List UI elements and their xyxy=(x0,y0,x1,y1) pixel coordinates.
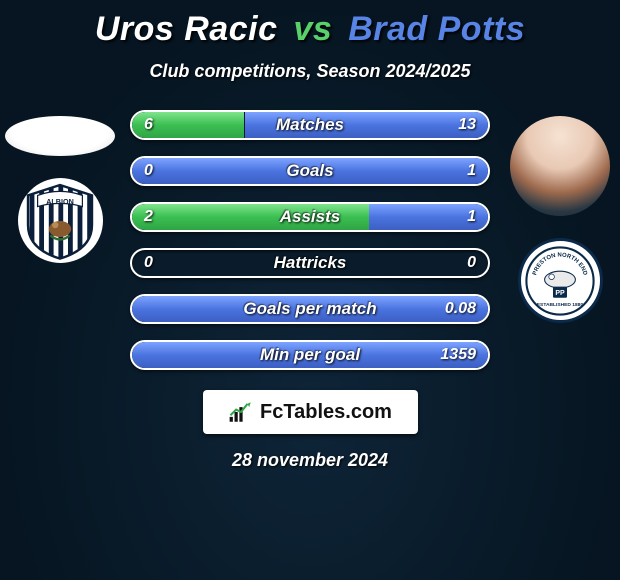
content-columns: ALBION Matches613Goals01Assists21Hattric… xyxy=(0,110,620,370)
comparison-card: Uros Racic vs Brad Potts Club competitio… xyxy=(0,0,620,580)
player-b-avatar xyxy=(510,116,610,216)
stat-label: Hattricks xyxy=(132,250,488,276)
stat-value-left: 6 xyxy=(144,112,153,138)
stat-value-left: 2 xyxy=(144,204,153,230)
stat-label: Assists xyxy=(132,204,488,230)
stat-bar: Min per goal1359 xyxy=(130,340,490,370)
left-side: ALBION xyxy=(0,110,120,370)
stat-value-left: 0 xyxy=(144,158,153,184)
stat-value-right: 13 xyxy=(458,112,476,138)
date-text: 28 november 2024 xyxy=(0,450,620,471)
page-title: Uros Racic vs Brad Potts xyxy=(0,0,620,49)
stat-value-right: 1359 xyxy=(440,342,476,368)
stat-label: Min per goal xyxy=(132,342,488,368)
stat-value-right: 0 xyxy=(467,250,476,276)
player-b-club-badge: PRESTON NORTH END PP ESTABLISHED 1880 xyxy=(518,238,603,323)
brand-badge: FcTables.com xyxy=(203,390,418,434)
player-a-club-badge: ALBION xyxy=(18,178,103,263)
svg-text:ALBION: ALBION xyxy=(46,197,74,206)
stat-bars: Matches613Goals01Assists21Hattricks00Goa… xyxy=(120,110,500,370)
svg-text:PP: PP xyxy=(555,290,565,297)
stat-value-right: 1 xyxy=(467,158,476,184)
stat-value-right: 0.08 xyxy=(445,296,476,322)
player-a-name: Uros Racic xyxy=(95,10,278,48)
stat-bar: Goals0 1 xyxy=(130,156,490,186)
pne-badge-icon: PRESTON NORTH END PP ESTABLISHED 1880 xyxy=(525,246,595,316)
brand-logo-icon xyxy=(228,400,254,424)
brand-text: FcTables.com xyxy=(260,401,392,424)
player-b-name: Brad Potts xyxy=(348,10,525,48)
stat-value-left: 0 xyxy=(144,250,153,276)
stat-bar: Assists2 1 xyxy=(130,202,490,232)
stat-label: Matches xyxy=(132,112,488,138)
stat-label: Goals xyxy=(132,158,488,184)
stat-label: Goals per match xyxy=(132,296,488,322)
wba-badge-icon: ALBION xyxy=(20,181,100,261)
subtitle: Club competitions, Season 2024/2025 xyxy=(0,61,620,82)
stat-value-right: 1 xyxy=(467,204,476,230)
stat-bar: Goals per match0.08 xyxy=(130,294,490,324)
stat-bar: Matches6 13 xyxy=(130,110,490,140)
stat-bar: Hattricks0 0 xyxy=(130,248,490,278)
player-a-avatar xyxy=(5,116,115,156)
vs-text: vs xyxy=(293,10,332,48)
right-side: PRESTON NORTH END PP ESTABLISHED 1880 xyxy=(500,110,620,370)
svg-text:ESTABLISHED 1880: ESTABLISHED 1880 xyxy=(537,302,584,308)
